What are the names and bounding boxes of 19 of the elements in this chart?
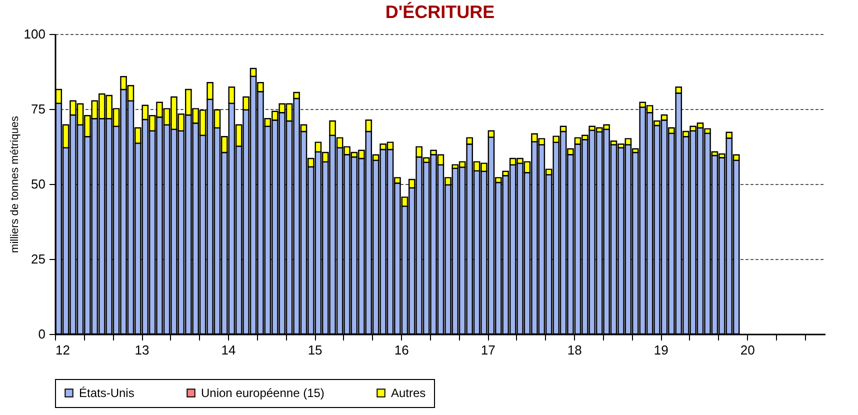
y-tick-label: 75 [31,102,46,116]
x-tick-label: 12 [56,342,70,358]
x-tick-label: 17 [480,342,496,358]
legend-label: États-Unis [79,386,134,400]
x-tick-label: 19 [654,342,668,358]
x-tick-label: 14 [221,342,236,358]
y-axis-title: milliers de tonnes métriques [8,116,21,253]
y-tick-label: 100 [24,26,46,42]
x-tick-label: 18 [567,342,582,358]
y-tick-label: 25 [31,252,46,266]
x-tick-label: 20 [740,342,755,358]
y-tick-label: 0 [38,326,46,342]
legend-label: Autres [391,386,426,400]
x-tick-label: 16 [394,342,409,358]
x-tick-label: 13 [134,342,150,358]
y-tick-label: 50 [31,176,46,192]
x-tick-label: 15 [308,342,322,358]
legend-label: Union européenne (15) [201,386,324,400]
chart-title: D'ÉCRITURE [385,2,495,22]
